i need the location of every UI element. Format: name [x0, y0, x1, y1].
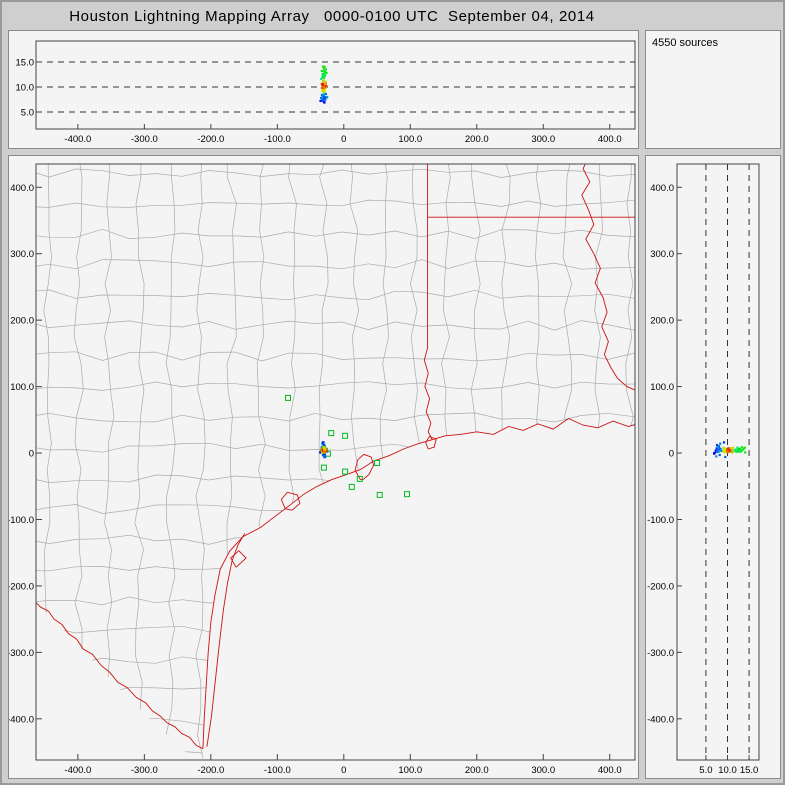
station-marker [328, 430, 335, 437]
plot-frame [35, 163, 636, 761]
station-marker [376, 491, 383, 498]
altitude-ns-panel: 400.0 300.0 200.0 100.0 0 -100.0 -200.0 -300.0 -… [645, 155, 781, 779]
tick-label: 400.0 [10, 183, 34, 194]
tick-label: -400.0 [9, 714, 34, 725]
lightning-sources-ns [713, 441, 747, 459]
tick-label: -100.0 [647, 515, 674, 526]
lightning-sources-ew [319, 65, 329, 104]
lma-stations [285, 394, 410, 498]
station-marker [404, 491, 410, 498]
station-marker [285, 394, 291, 401]
tick-label: 200.0 [465, 765, 489, 776]
tick-label: -300.0 [131, 765, 158, 776]
plot-background [36, 41, 635, 129]
tick-label: 100.0 [398, 765, 422, 776]
station-marker [342, 432, 349, 439]
tick-label: 15.0 [16, 58, 35, 69]
tick-label: 100.0 [650, 382, 674, 393]
tick-label: -200.0 [197, 134, 224, 145]
rio-grande [36, 601, 204, 750]
tick-label: 200.0 [650, 316, 674, 327]
tick-label: 200.0 [10, 316, 34, 327]
tick-label: 300.0 [531, 134, 555, 145]
tick-label: 100.0 [398, 134, 422, 145]
plan-view-map-panel: -400.0 -300.0 -200.0 -100.0 0 100.0 200.0 300.0… [8, 155, 639, 779]
tick-label: -300.0 [647, 648, 674, 659]
tick-label: 300.0 [10, 249, 34, 260]
tick-label: 400.0 [598, 134, 622, 145]
source-count-panel: 4550 sources [645, 30, 781, 149]
tick-label: 5.0 [699, 765, 712, 776]
altitude-ew-plot: 15.0 10.0 5.0 -400.0 -300.0 -200.0 -100.0 0 100.… [16, 40, 636, 145]
altitude-ns-plot: 400.0 300.0 200.0 100.0 0 -100.0 -200.0 -300.0 -… [647, 163, 760, 776]
plot-frame [35, 40, 636, 130]
tick-label: 5.0 [21, 108, 34, 119]
tick-label: -200.0 [197, 765, 224, 776]
padre-island [206, 533, 246, 747]
source-count-label: 4550 sources [652, 37, 719, 49]
lightning-sources-plan [319, 441, 329, 459]
station-marker [320, 464, 327, 471]
tick-label: 300.0 [650, 249, 674, 260]
tick-label: 15.0 [740, 765, 759, 776]
state-borders-and-coast [36, 164, 635, 750]
tick-label: 0 [341, 134, 346, 145]
tick-label: -400.0 [64, 765, 91, 776]
tick-label: 10.0 [718, 765, 737, 776]
texas-louisiana-border [423, 164, 433, 440]
tick-label: 0 [341, 765, 346, 776]
tick-label: -100.0 [264, 765, 291, 776]
plot-background [36, 164, 635, 760]
altitude-ew-panel: 15.0 10.0 5.0 -400.0 -300.0 -200.0 -100.0 0 100.… [8, 30, 639, 149]
station-marker [356, 475, 363, 482]
mississippi-river [581, 164, 635, 391]
tick-label: -200.0 [647, 581, 674, 592]
station-marker [348, 483, 355, 490]
station-marker [374, 460, 381, 466]
matagorda-bay [280, 491, 301, 511]
coastline [202, 417, 635, 749]
plan-view-plot: -400.0 -300.0 -200.0 -100.0 0 100.0 200.0 300.0… [9, 163, 636, 776]
plot-background [677, 164, 759, 760]
corpus-christi-bay [230, 550, 247, 568]
tick-label: -400.0 [64, 134, 91, 145]
tick-label: -100.0 [9, 515, 34, 526]
plot-frame [676, 163, 760, 761]
tick-label: 100.0 [10, 382, 34, 393]
tick-label: 400.0 [650, 183, 674, 194]
tick-label: -200.0 [9, 581, 34, 592]
tick-label: 0 [29, 449, 34, 460]
tick-label: -100.0 [264, 134, 291, 145]
tick-label: 400.0 [598, 765, 622, 776]
page-title: Houston Lightning Mapping Array 0000-010… [69, 8, 595, 25]
tick-label: 10.0 [16, 83, 35, 94]
tick-label: 0 [669, 449, 674, 460]
station-marker [342, 468, 349, 475]
tick-label: -300.0 [9, 648, 34, 659]
tick-label: -300.0 [131, 134, 158, 145]
tick-label: -400.0 [647, 714, 674, 725]
sabine-lake [425, 435, 437, 450]
tick-label: 300.0 [531, 765, 555, 776]
tick-label: 200.0 [465, 134, 489, 145]
galveston-bay [354, 453, 375, 481]
